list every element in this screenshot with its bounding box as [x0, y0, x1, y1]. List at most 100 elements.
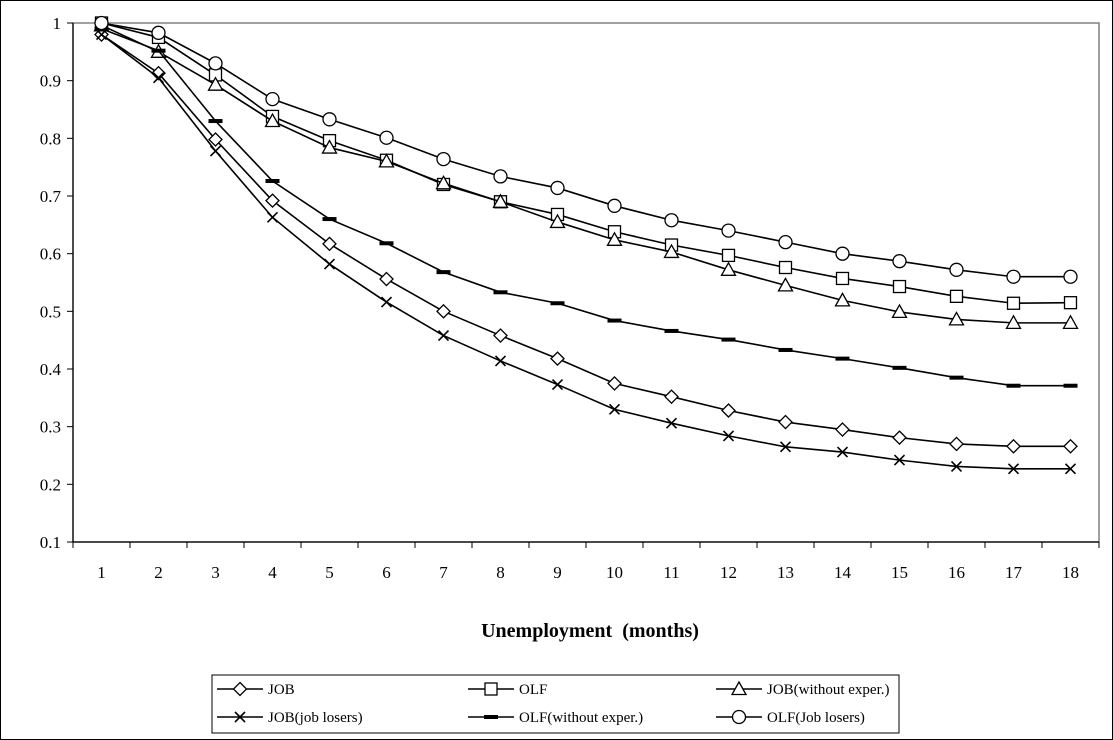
y-tick-label: 0.7 — [40, 187, 62, 206]
x-tick-label: 10 — [606, 563, 623, 582]
data-point — [1005, 314, 1022, 330]
legend-label: JOB — [268, 682, 295, 698]
data-point — [436, 270, 451, 275]
data-point — [379, 130, 394, 145]
data-point — [606, 231, 623, 246]
data-point — [437, 329, 450, 342]
y-tick-label: 0.2 — [40, 475, 61, 494]
data-point — [436, 151, 451, 167]
data-point — [722, 430, 735, 442]
data-point — [1006, 296, 1021, 310]
x-tick-label: 8 — [496, 563, 505, 582]
data-point — [664, 328, 679, 333]
data-point — [1064, 463, 1077, 475]
data-point — [1006, 269, 1021, 284]
data-point — [664, 213, 679, 228]
data-point — [550, 351, 565, 367]
data-point — [608, 403, 621, 415]
data-point — [152, 72, 165, 84]
data-point — [94, 15, 109, 31]
data-point — [551, 379, 564, 391]
legend: JOB OLF JOB(without exper.) JOB(job losers)… — [211, 674, 900, 734]
data-point — [1063, 269, 1078, 284]
data-point — [435, 174, 452, 190]
x-tick-label: 18 — [1062, 563, 1079, 582]
legend-box — [211, 674, 900, 734]
data-point — [949, 289, 964, 303]
data-point — [493, 169, 508, 184]
data-point — [549, 213, 566, 229]
series-line — [101, 33, 1071, 448]
data-point — [208, 132, 223, 147]
y-tick-label: 0.3 — [40, 418, 61, 437]
data-point — [550, 301, 565, 306]
data-point — [950, 460, 963, 473]
data-point — [322, 236, 337, 252]
x-axis-title: Unemployment (months) — [481, 620, 699, 642]
data-point — [720, 261, 737, 276]
data-point — [779, 441, 792, 453]
data-point — [1063, 438, 1078, 454]
series-job-job-losers — [95, 28, 1077, 475]
legend-marker — [234, 711, 246, 723]
data-point — [323, 258, 336, 270]
data-point — [436, 303, 451, 319]
data-point — [151, 65, 166, 81]
x-tick-label: 13 — [777, 563, 794, 582]
data-point — [151, 48, 166, 53]
data-point — [721, 403, 736, 418]
series-line — [101, 24, 1071, 324]
series-line — [101, 22, 1071, 278]
y-tick-label: 0.6 — [40, 245, 61, 264]
x-tick-label: 17 — [1005, 563, 1023, 582]
data-point — [663, 243, 680, 259]
legend-item: OLF(without exper.) — [468, 710, 643, 726]
legend-marker — [484, 682, 498, 696]
data-point — [493, 328, 508, 343]
data-point — [835, 356, 850, 361]
data-point — [607, 318, 622, 323]
data-point — [834, 292, 851, 307]
data-point — [892, 254, 907, 269]
series-olf-job-losers — [94, 15, 1078, 284]
legend-label: OLF(without exper.) — [519, 710, 643, 726]
legend-item: OLF(Job losers) — [716, 709, 865, 726]
data-point — [892, 365, 907, 370]
data-point — [264, 112, 281, 128]
legend-label: OLF — [519, 682, 547, 698]
data-point — [1062, 314, 1079, 330]
data-point — [379, 241, 394, 246]
data-point — [777, 277, 794, 292]
y-tick-label: 0.1 — [40, 533, 61, 552]
legend-label: OLF(Job losers) — [767, 710, 865, 726]
y-tick-label: 0.8 — [40, 129, 61, 148]
y-tick-label: 0.9 — [40, 72, 61, 91]
data-point — [665, 417, 678, 429]
legend-marker — [730, 680, 748, 696]
x-tick-label: 4 — [268, 563, 277, 582]
data-point — [379, 271, 394, 287]
axes: 0.10.20.30.40.50.60.70.80.911 2 3 4 5 6 7 8 9 10 1… — [40, 14, 1100, 582]
data-point — [949, 436, 964, 452]
data-point — [778, 234, 793, 250]
data-point — [892, 430, 907, 446]
data-point — [1063, 296, 1078, 310]
data-point — [321, 139, 338, 154]
data-point — [891, 303, 908, 319]
data-point — [493, 290, 508, 295]
x-tick-label: 5 — [325, 563, 334, 582]
data-point — [607, 198, 622, 213]
legend-item: JOB(without exper.) — [716, 680, 889, 698]
data-point — [1006, 383, 1021, 388]
data-point — [208, 56, 223, 71]
data-point — [207, 76, 224, 91]
data-point — [209, 145, 222, 157]
series-job — [94, 27, 1078, 454]
data-point — [949, 375, 964, 380]
data-point — [949, 262, 964, 277]
data-point — [322, 112, 337, 127]
data-point — [835, 271, 850, 286]
data-point — [265, 193, 280, 209]
